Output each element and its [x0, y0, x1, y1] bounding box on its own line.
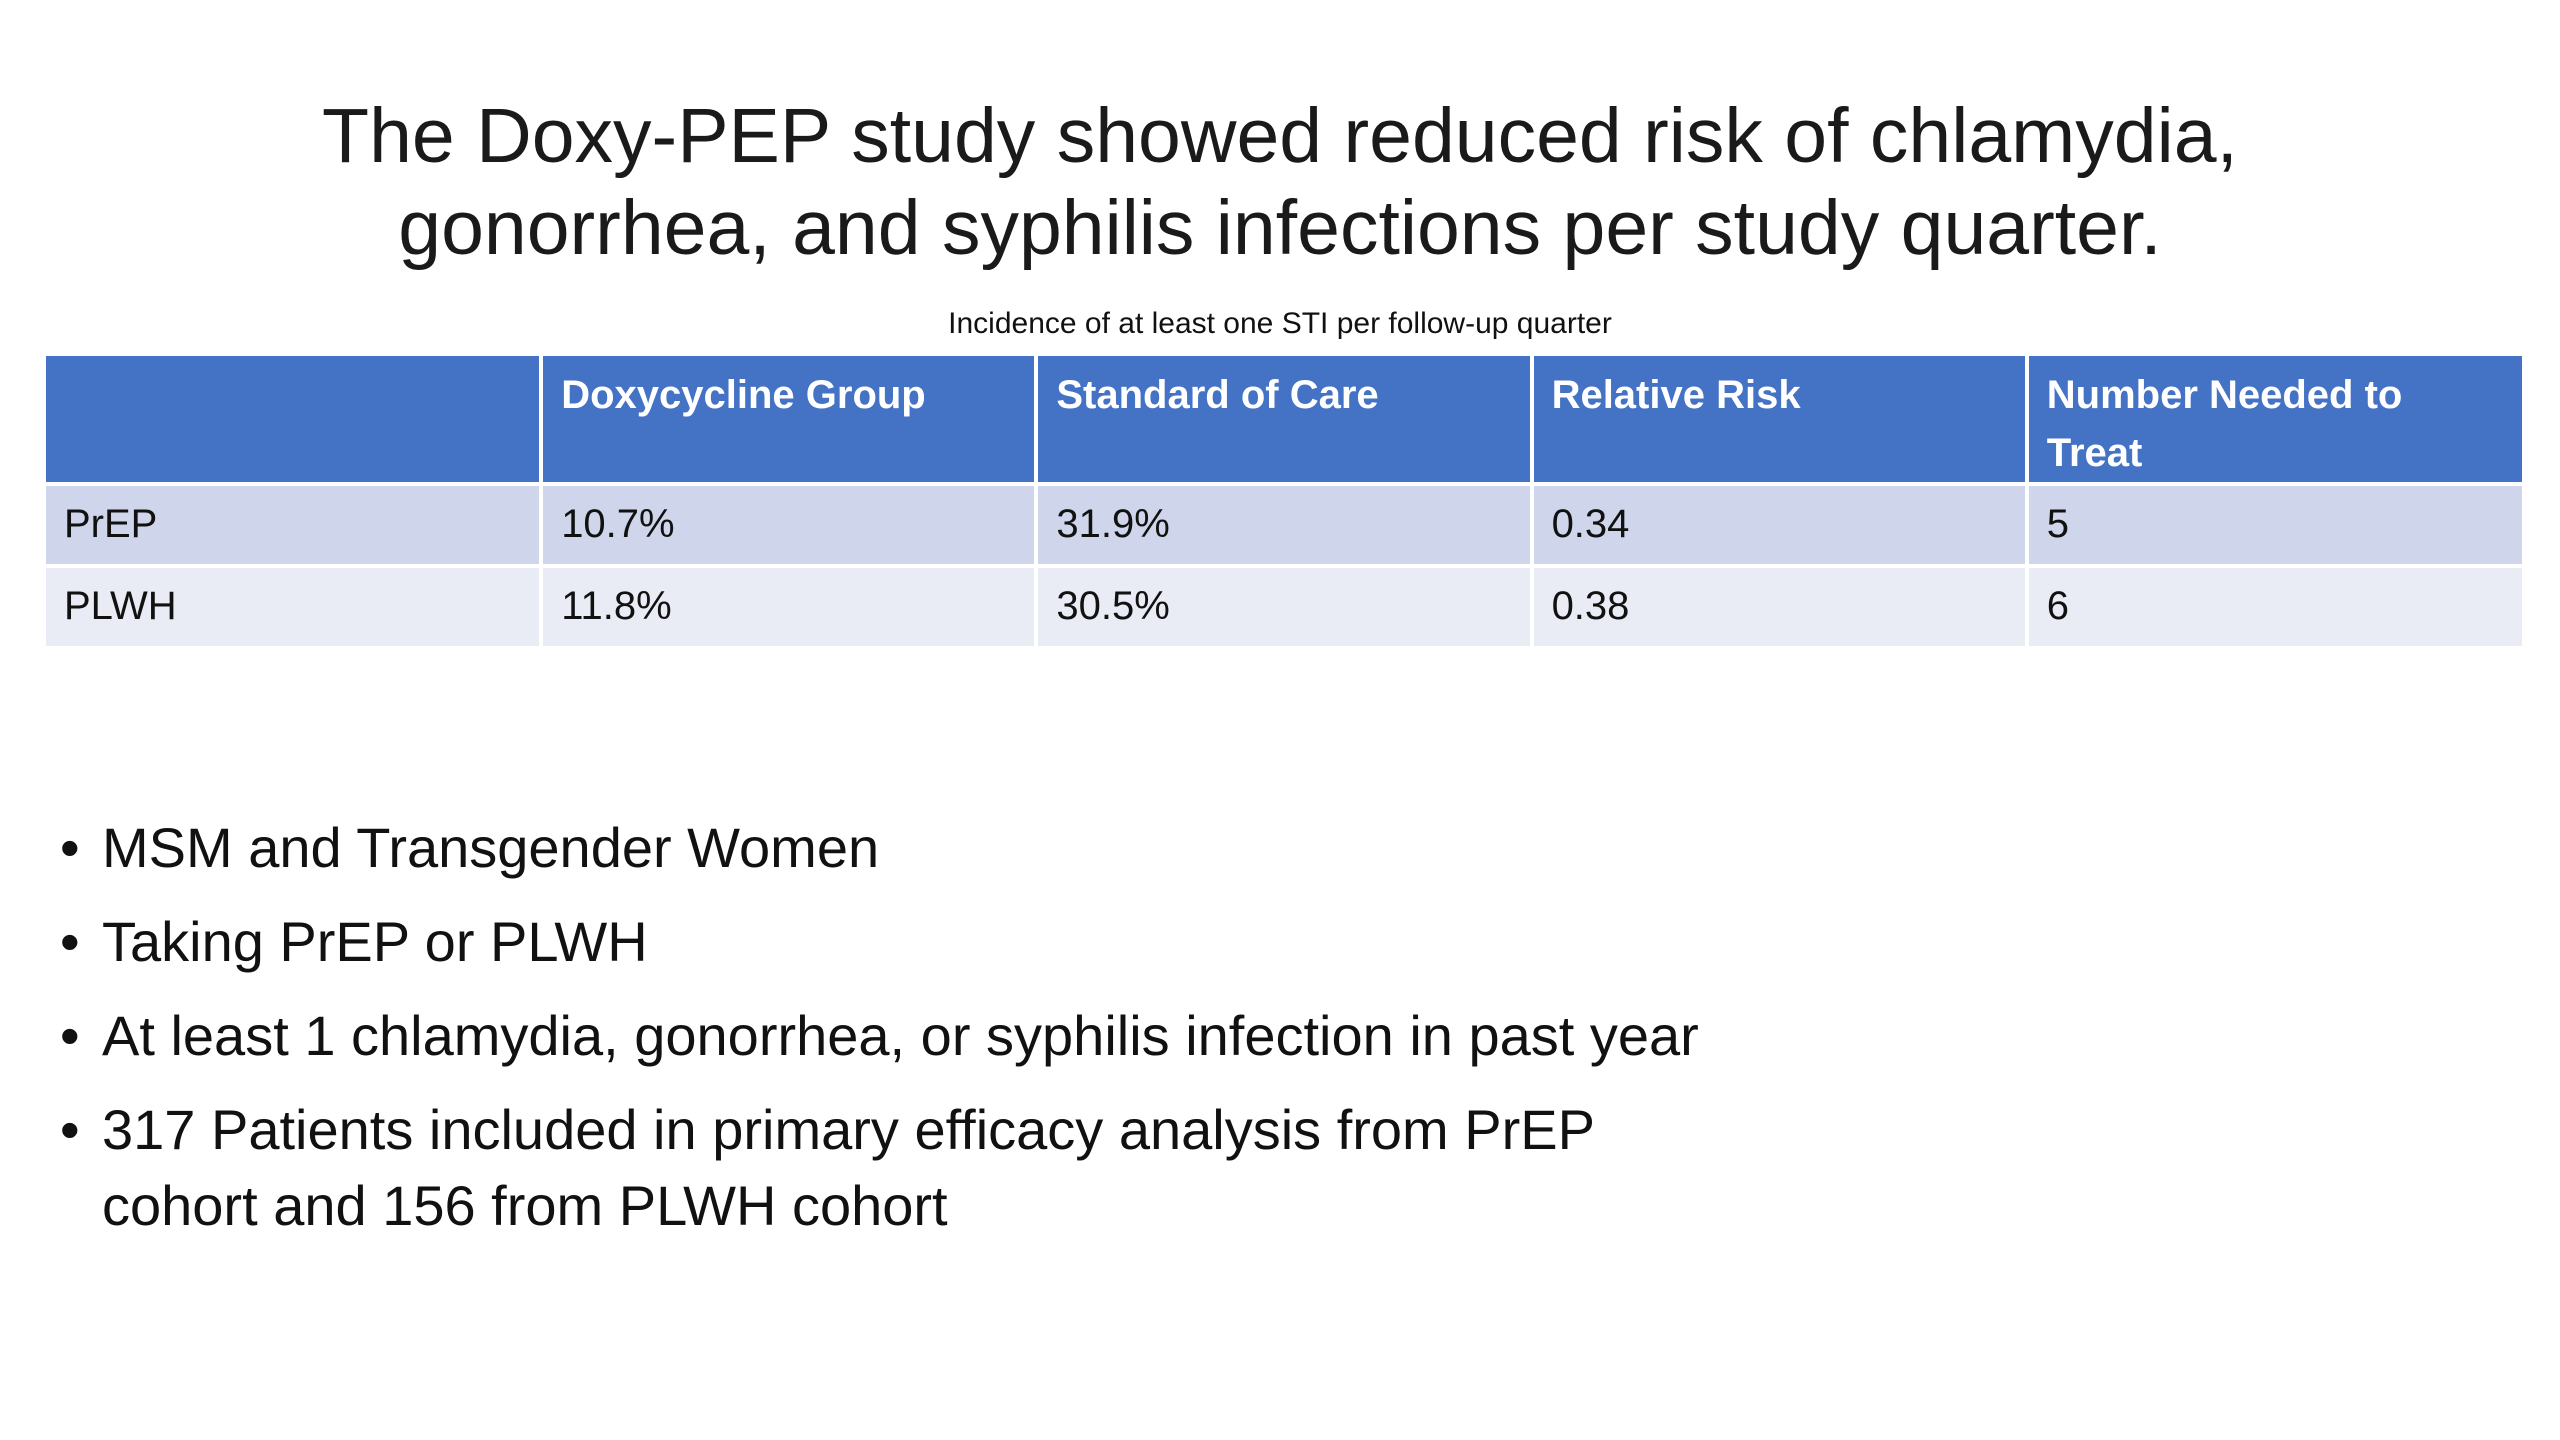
- cell-relative-risk-prep: 0.34: [1529, 482, 2029, 566]
- bullet-text: 317 Patients included in primary efficac…: [102, 1098, 1594, 1237]
- table-row: PrEP 10.7% 31.9% 0.34 5: [46, 482, 2522, 566]
- cell-doxycycline-prep: 10.7%: [539, 482, 1039, 566]
- cell-standard-of-care-prep: 31.9%: [1034, 482, 1534, 566]
- header-cell-empty: [46, 356, 544, 484]
- bullet-text: Taking PrEP or PLWH: [102, 910, 648, 973]
- cell-nnt-plwh: 6: [2024, 564, 2522, 646]
- list-item: • Taking PrEP or PLWH: [60, 904, 1760, 980]
- table-header-row: Doxycycline Group Standard of Care Relat…: [46, 356, 2522, 484]
- row-label-plwh: PLWH: [46, 564, 544, 646]
- cell-nnt-prep: 5: [2024, 482, 2522, 566]
- slide-title-line-1: The Doxy-PEP study showed reduced risk o…: [322, 93, 2238, 179]
- table-row: PLWH 11.8% 30.5% 0.38 6: [46, 564, 2522, 646]
- header-relative-risk: Relative Risk: [1529, 356, 2029, 484]
- bullet-marker: •: [60, 816, 80, 879]
- bullet-marker: •: [60, 1004, 80, 1067]
- slide-title-line-2: gonorrhea, and syphilis infections per s…: [398, 185, 2162, 271]
- header-number-needed-to-treat: Number Needed to Treat: [2024, 356, 2522, 484]
- bullet-marker: •: [60, 1098, 80, 1161]
- bullet-marker: •: [60, 910, 80, 973]
- cell-doxycycline-plwh: 11.8%: [539, 564, 1039, 646]
- list-item: • 317 Patients included in primary effic…: [60, 1092, 1760, 1244]
- cell-relative-risk-plwh: 0.38: [1529, 564, 2029, 646]
- bullet-text: MSM and Transgender Women: [102, 816, 880, 879]
- list-item: • At least 1 chlamydia, gonorrhea, or sy…: [60, 998, 1760, 1074]
- slide-title: The Doxy-PEP study showed reduced risk o…: [160, 90, 2400, 274]
- header-standard-of-care: Standard of Care: [1034, 356, 1534, 484]
- header-doxycycline-group: Doxycycline Group: [539, 356, 1039, 484]
- row-label-prep: PrEP: [46, 482, 544, 566]
- cell-standard-of-care-plwh: 30.5%: [1034, 564, 1534, 646]
- list-item: • MSM and Transgender Women: [60, 810, 1760, 886]
- bullet-list: • MSM and Transgender Women • Taking PrE…: [60, 810, 1760, 1262]
- table-caption: Incidence of at least one STI per follow…: [948, 307, 1612, 340]
- bullet-text: At least 1 chlamydia, gonorrhea, or syph…: [102, 1004, 1699, 1067]
- incidence-table: Doxycycline Group Standard of Care Relat…: [46, 356, 2522, 646]
